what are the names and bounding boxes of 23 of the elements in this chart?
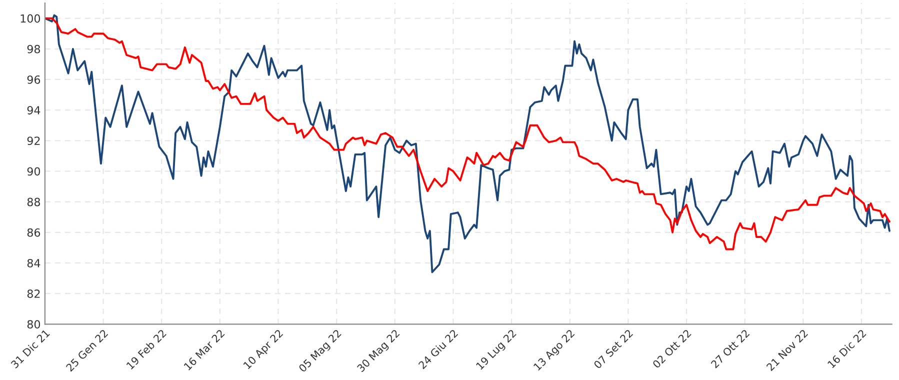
y-tick-label: 90 (27, 167, 40, 176)
x-tick-label: 13 Ago 22 (533, 329, 576, 372)
x-tick-label: 19 Lug 22 (476, 329, 518, 372)
x-tick-label: 16 Dic 22 (827, 329, 866, 368)
y-tick-label: 84 (27, 258, 40, 268)
x-tick-label: 19 Feb 22 (126, 329, 167, 370)
y-tick-label: 98 (27, 44, 40, 54)
x-tick-label: 31 Dic 21 (10, 328, 50, 369)
y-tick-label: 82 (27, 290, 40, 298)
x-tick-label: 10 Apr 22 (243, 329, 285, 371)
x-tick-label: 25 Gen 22 (66, 329, 108, 372)
x-tick-label: 24 Giu 22 (418, 329, 458, 370)
y-tick-label: 88 (27, 198, 40, 206)
y-tick-label: 92 (27, 136, 40, 146)
x-tick-label: 02 Ott 22 (652, 329, 692, 369)
x-tick-label: 16 Mar 22 (184, 329, 225, 371)
y-tick-label: 94 (27, 106, 40, 114)
x-tick-label: 27 Ott 22 (710, 329, 750, 368)
x-tick-label: 07 Set 22 (593, 329, 634, 370)
y-tick-label: 80 (27, 320, 40, 329)
y-tick-label: 86 (27, 228, 40, 237)
y-tick-label: 100 (20, 14, 40, 23)
y-tick-label: 96 (27, 75, 40, 84)
